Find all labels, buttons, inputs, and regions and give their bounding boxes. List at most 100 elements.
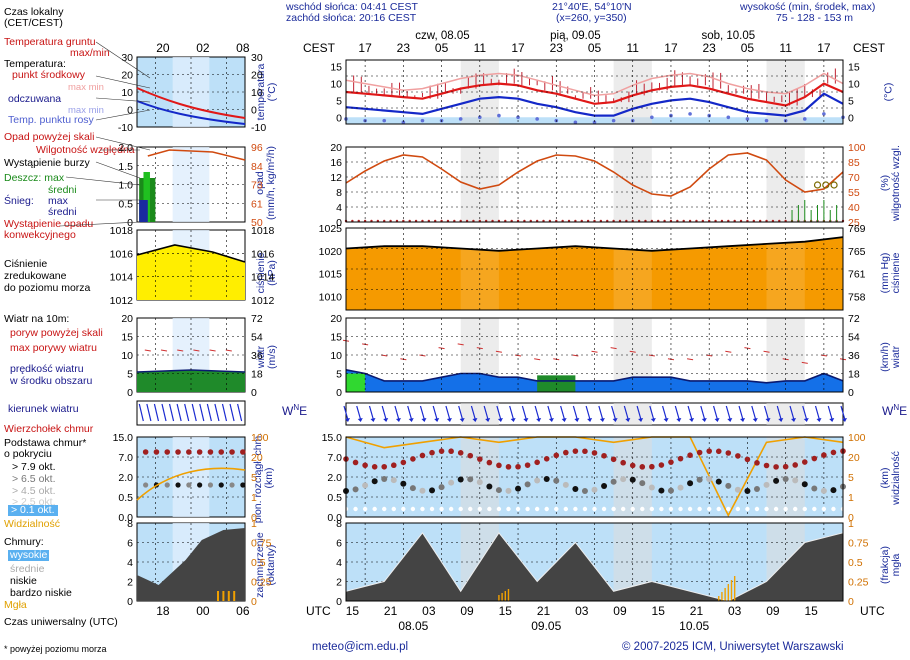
gust-mark-20	[725, 350, 732, 353]
dew-point-dot-9	[516, 115, 520, 120]
legend-felt: odczuwana	[8, 93, 62, 105]
wind-arrow-34	[560, 405, 566, 421]
left-cloud-top-7	[218, 449, 225, 455]
wind-arrow-head-62	[740, 418, 746, 422]
cloud-base-dot-29	[620, 476, 627, 483]
wind-arrow-head-42	[612, 418, 618, 422]
cloud-top-dot-42	[744, 456, 751, 463]
wind-arrow-head-6	[383, 418, 389, 422]
left-tick-r-wind-4: 0	[251, 387, 257, 399]
wind-arrow-head-4	[370, 418, 376, 422]
left-local-tick-1: 02	[196, 41, 210, 55]
left-tick-r-press-2: 1014	[251, 272, 275, 284]
press-frame	[345, 227, 844, 311]
legend-dew-point: Temp. punktu rosy	[8, 114, 94, 126]
cloud-low-dot-34	[668, 506, 674, 512]
cloud-low-dot-30	[630, 506, 635, 512]
left-rain-max	[143, 172, 150, 222]
left-gust-3	[193, 349, 200, 352]
tick-right-precip-5: 25	[848, 217, 860, 229]
tick-right-precip-2: 70	[848, 172, 860, 184]
tick-right-temp-0: 15	[848, 62, 860, 74]
grid-text: (x=260, y=350)	[556, 12, 627, 24]
cloud-base-dot-4	[381, 476, 388, 483]
tick-left-precip-0: 20	[330, 142, 342, 154]
day-top-2: sob, 10.05	[701, 30, 755, 42]
wind-arrow-head-68	[778, 418, 784, 422]
gust-mark-13	[591, 350, 598, 353]
left-wind-arrow-12	[229, 403, 235, 422]
wind-arrow-56	[700, 405, 706, 421]
left-local-tick-0: 20	[156, 41, 170, 55]
legend-okt3: > 4.5 okt.	[12, 485, 56, 497]
wind-arrow-head-24	[497, 418, 503, 422]
cloud-base-dot-38	[706, 476, 713, 483]
left-tick-l-wind-3: 5	[127, 369, 133, 381]
cloud-base-dot-11	[448, 479, 455, 486]
wind-arrow-head-56	[701, 418, 707, 422]
left-cloud-base-3	[175, 482, 181, 488]
left-wind-arrow-7	[191, 403, 197, 422]
left-tick-r-wind-1: 54	[251, 332, 263, 344]
legend-cloud-top: Wierzchołek chmur	[4, 423, 94, 435]
dew-point-dot-18	[688, 112, 692, 116]
cloud-base-dot-5	[390, 477, 397, 484]
legend-low: niskie	[10, 575, 37, 587]
tick-left-precip-2: 12	[330, 172, 342, 184]
wind-green-start	[346, 373, 366, 392]
dew-point-dot-10	[535, 117, 539, 121]
cloud-top-dot-6	[400, 459, 407, 466]
tick-right-temp-3: 0	[848, 112, 854, 124]
left-tick-l-hum-3: 0.5	[118, 198, 133, 210]
cloud-low-dot-5	[391, 506, 396, 512]
left-cloud-base-8	[229, 482, 235, 488]
legend-okt4: > 2.5 okt.	[12, 496, 56, 508]
cloud-low-dot-14	[477, 506, 483, 512]
tick-left-press-3: 1010	[319, 291, 343, 303]
day-top-1: pią, 09.05	[550, 30, 601, 42]
wind-frame	[345, 317, 844, 393]
cloud-base-dot-37	[696, 476, 703, 483]
cloud-top-dot-45	[773, 464, 779, 470]
tick-left-precip-1: 16	[330, 157, 342, 169]
left-cloud-top-1	[153, 449, 160, 455]
left-tick-r-temp-1: 20	[251, 70, 263, 82]
wind-arrow-72	[802, 405, 808, 421]
gust-mark-18	[686, 358, 694, 361]
day-top-0: czw, 08.05	[415, 30, 469, 42]
cloud-top-dot-32	[649, 463, 655, 470]
cloud-top-dot-4	[381, 463, 388, 470]
hour-top-11: 11	[779, 41, 792, 55]
cloud-low-dot-33	[659, 506, 664, 512]
hour-bottom-11: 09	[766, 604, 780, 618]
dew-point-dot-14	[611, 118, 616, 123]
tick-left-cloud-2: 2.0	[327, 472, 342, 484]
cloud-low-dot-18	[515, 506, 521, 512]
cloud-top-dot-35	[677, 455, 684, 462]
precip-frame	[345, 146, 844, 223]
left-cloud-top-6	[207, 449, 214, 455]
left-tick-l-hum-0: 2.0	[118, 142, 133, 154]
cloud-low-dot-42	[745, 506, 750, 512]
wind-arrow-22	[483, 405, 489, 421]
footer-email[interactable]: meteo@icm.edu.pl	[312, 641, 409, 653]
cloud-top-dot-22	[553, 452, 560, 459]
cloud-low-dot-11	[448, 506, 454, 512]
gust-mark-14	[610, 347, 617, 350]
hour-top-6: 05	[588, 41, 602, 55]
hour-top-1: 23	[397, 41, 411, 55]
day-bottom-0: 08.05	[398, 619, 428, 633]
left-tick-r-hum-2: 73	[251, 180, 263, 192]
wind-arrow-head-10	[408, 418, 414, 422]
cloud-base-dot-24	[572, 485, 579, 492]
dew-point-dot-20	[726, 115, 731, 120]
night-band-dir-0	[460, 403, 499, 425]
pressure-line	[345, 236, 844, 252]
wind-arrow-head-48	[650, 418, 656, 422]
wind-compass-icon-left: WNE	[282, 403, 308, 418]
cloud-low-dot-48	[802, 506, 807, 512]
wind-arrow-78	[840, 405, 846, 421]
left-temp-blue	[136, 100, 246, 125]
panel-precip	[345, 146, 844, 223]
left-tick-r-cloud-0: 100	[251, 432, 269, 444]
